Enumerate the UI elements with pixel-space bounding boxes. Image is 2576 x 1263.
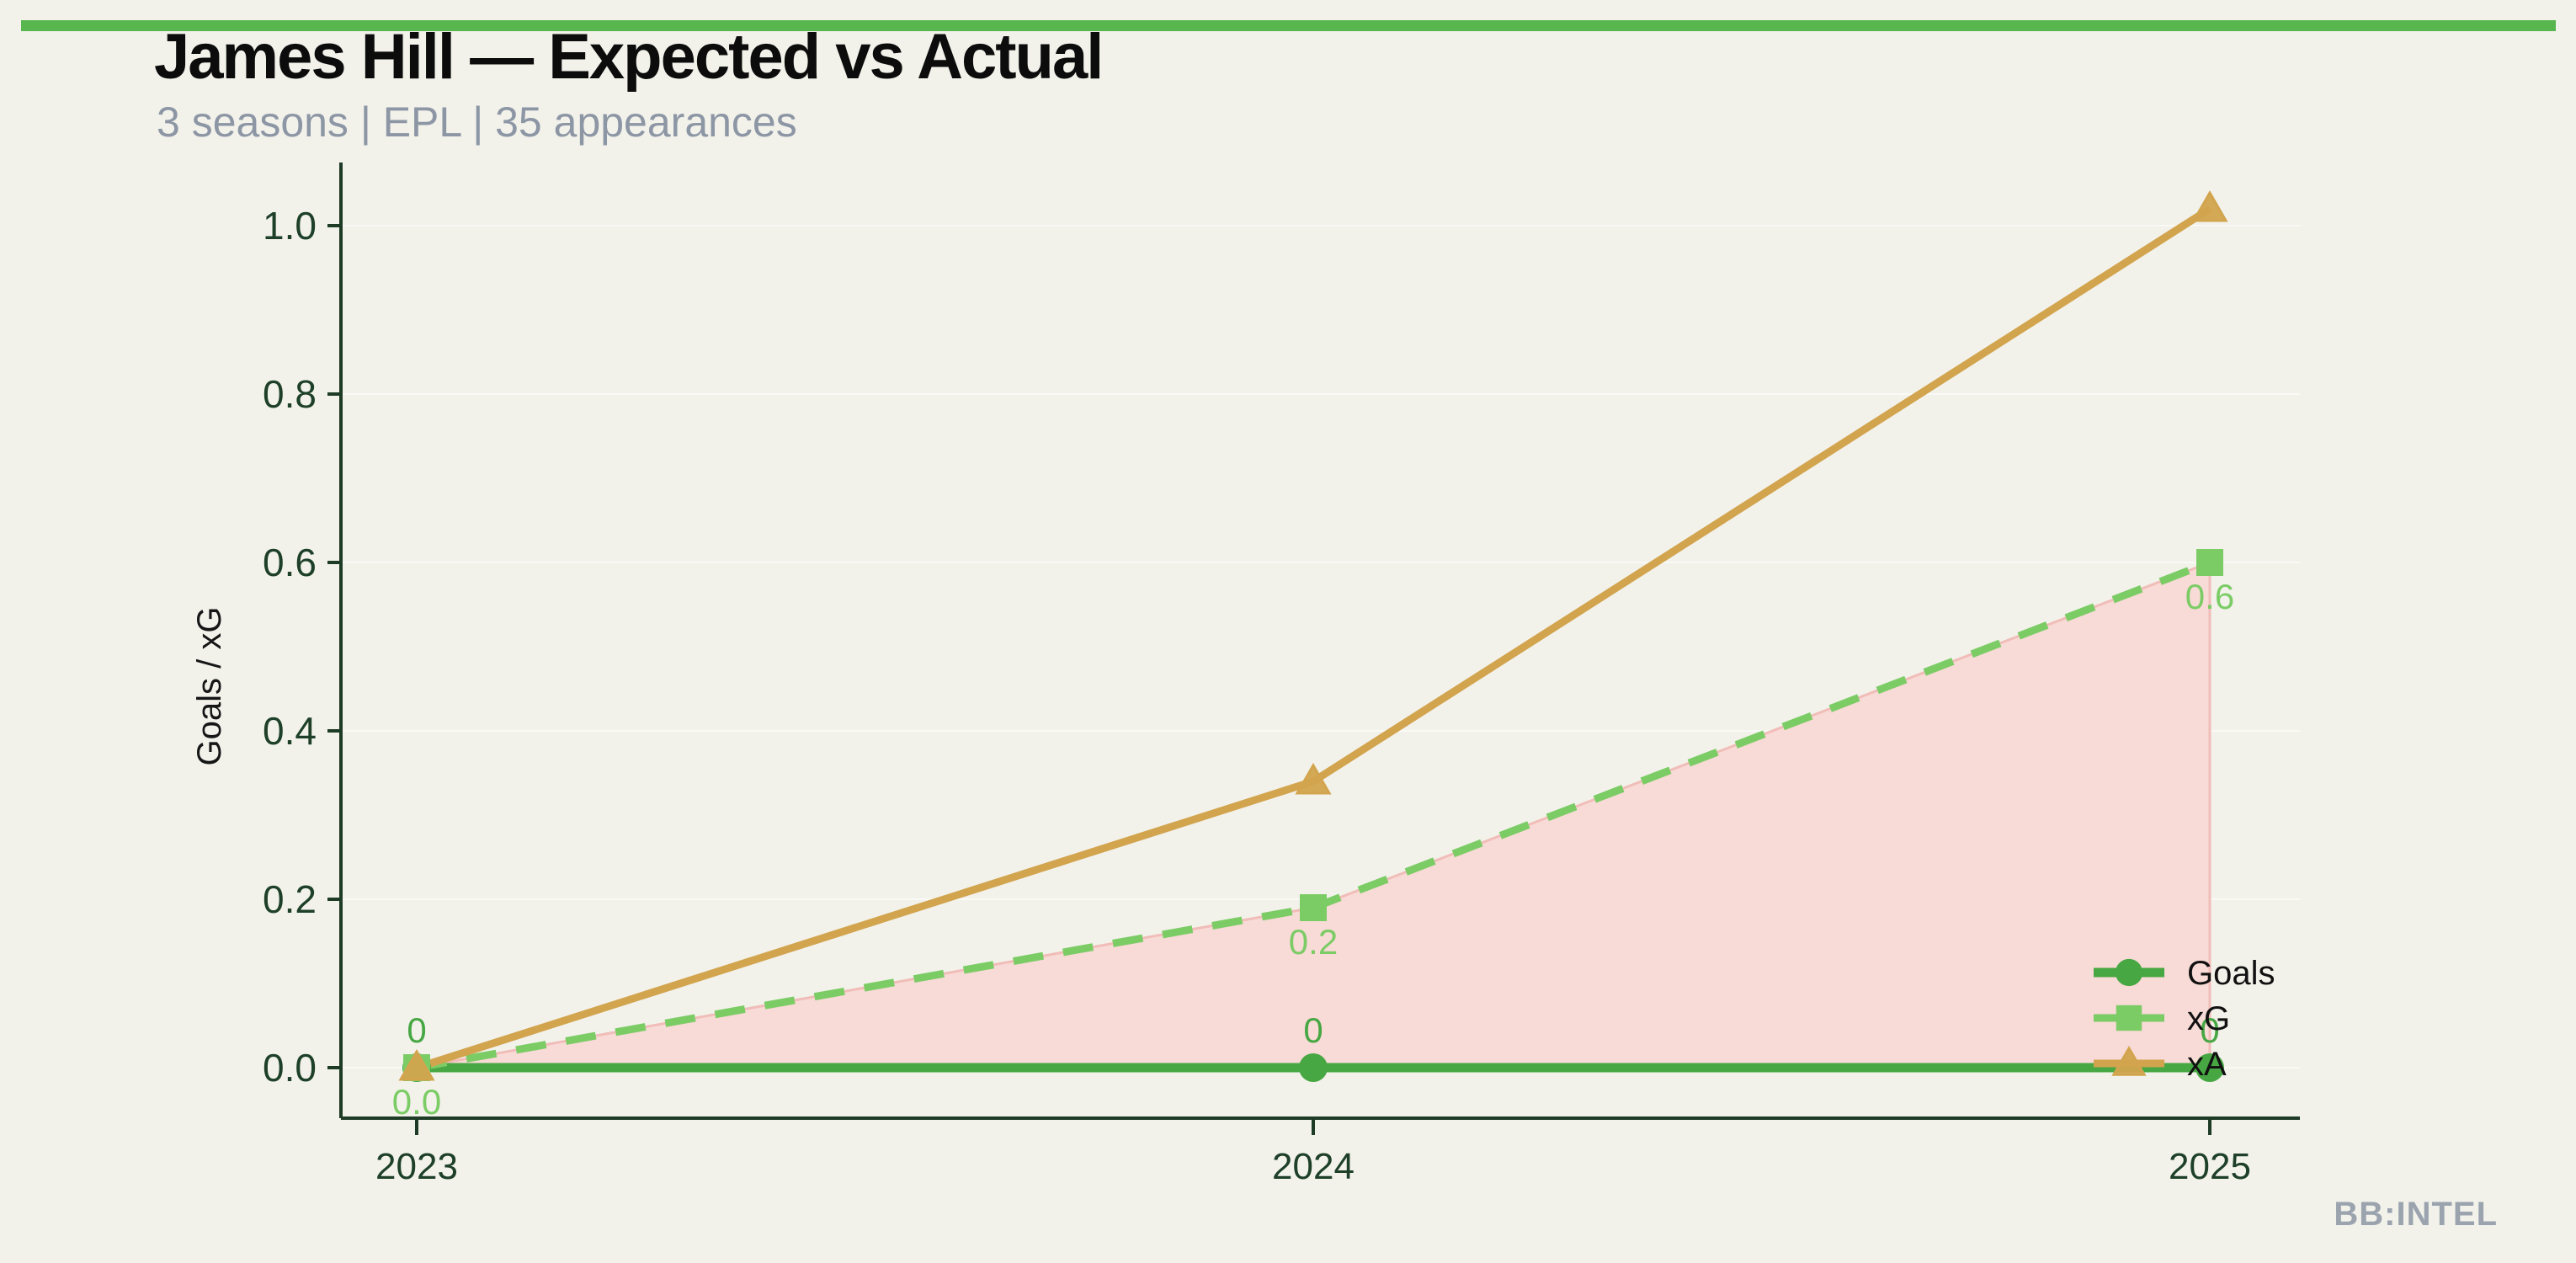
y-axis-title: Goals / xG	[191, 607, 228, 766]
goals-legend-marker-icon	[2115, 958, 2143, 987]
y-tick-label: 0.6	[263, 541, 317, 584]
goals-point-label-2025: 0	[2200, 1010, 2219, 1050]
x-tick-label: 2024	[1272, 1146, 1355, 1187]
legend-label: xA	[2187, 1046, 2227, 1083]
legend-item-xg: xG	[2094, 1000, 2230, 1037]
y-tick-label: 0.0	[263, 1046, 317, 1090]
xg-point-label-2025: 0.6	[2185, 577, 2234, 616]
xg-marker-2025	[2196, 549, 2223, 576]
watermark-label: BB:INTEL	[2334, 1196, 2498, 1233]
xg-goals-gap-area	[416, 560, 2211, 1069]
xg-point-label-2024: 0.2	[1289, 922, 1338, 962]
xg-marker-2024	[1300, 894, 1327, 921]
xa-marker-2025	[2191, 189, 2228, 222]
y-tick-label: 0.2	[263, 877, 317, 921]
legend: Goals xG xA	[2094, 955, 2275, 1083]
goals-marker-2025	[2195, 1053, 2224, 1082]
xg-point-label-2023: 0.0	[392, 1082, 441, 1122]
legend-label: Goals	[2187, 955, 2275, 992]
legend-item-xa: xA	[2094, 1045, 2227, 1083]
page-title: James Hill — Expected vs Actual	[154, 21, 1104, 93]
top-accent-bar	[21, 20, 2556, 31]
xa-marker-2024	[1295, 762, 1332, 795]
xg-legend-marker-icon	[2116, 1005, 2142, 1031]
legend-label: xG	[2187, 1000, 2230, 1037]
y-tick-label: 0.4	[263, 709, 317, 753]
goals-point-label-2023: 0	[407, 1010, 426, 1050]
x-tick-label: 2023	[375, 1146, 458, 1187]
legend-item-goals: Goals	[2094, 955, 2275, 992]
goals-point-label-2024: 0	[1303, 1010, 1323, 1050]
xa-legend-marker-icon	[2111, 1045, 2147, 1076]
y-tick-label: 0.8	[263, 372, 317, 416]
page-subtitle: 3 seasons | EPL | 35 appearances	[157, 99, 797, 146]
x-tick-label: 2025	[2169, 1146, 2251, 1187]
xa-marker-2023	[398, 1048, 435, 1081]
goals-marker-2024	[1299, 1053, 1328, 1082]
y-tick-label: 1.0	[263, 204, 317, 248]
